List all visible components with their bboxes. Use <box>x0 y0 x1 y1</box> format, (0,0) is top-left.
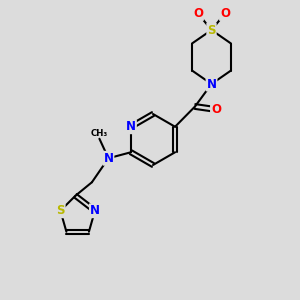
Text: N: N <box>126 120 136 133</box>
Text: O: O <box>211 103 221 116</box>
Text: N: N <box>206 77 217 91</box>
Text: O: O <box>193 7 203 20</box>
Text: N: N <box>103 152 113 165</box>
Text: O: O <box>220 7 230 20</box>
Text: S: S <box>56 204 65 217</box>
Text: CH₃: CH₃ <box>91 129 108 138</box>
Text: N: N <box>90 204 100 217</box>
Text: S: S <box>207 23 216 37</box>
